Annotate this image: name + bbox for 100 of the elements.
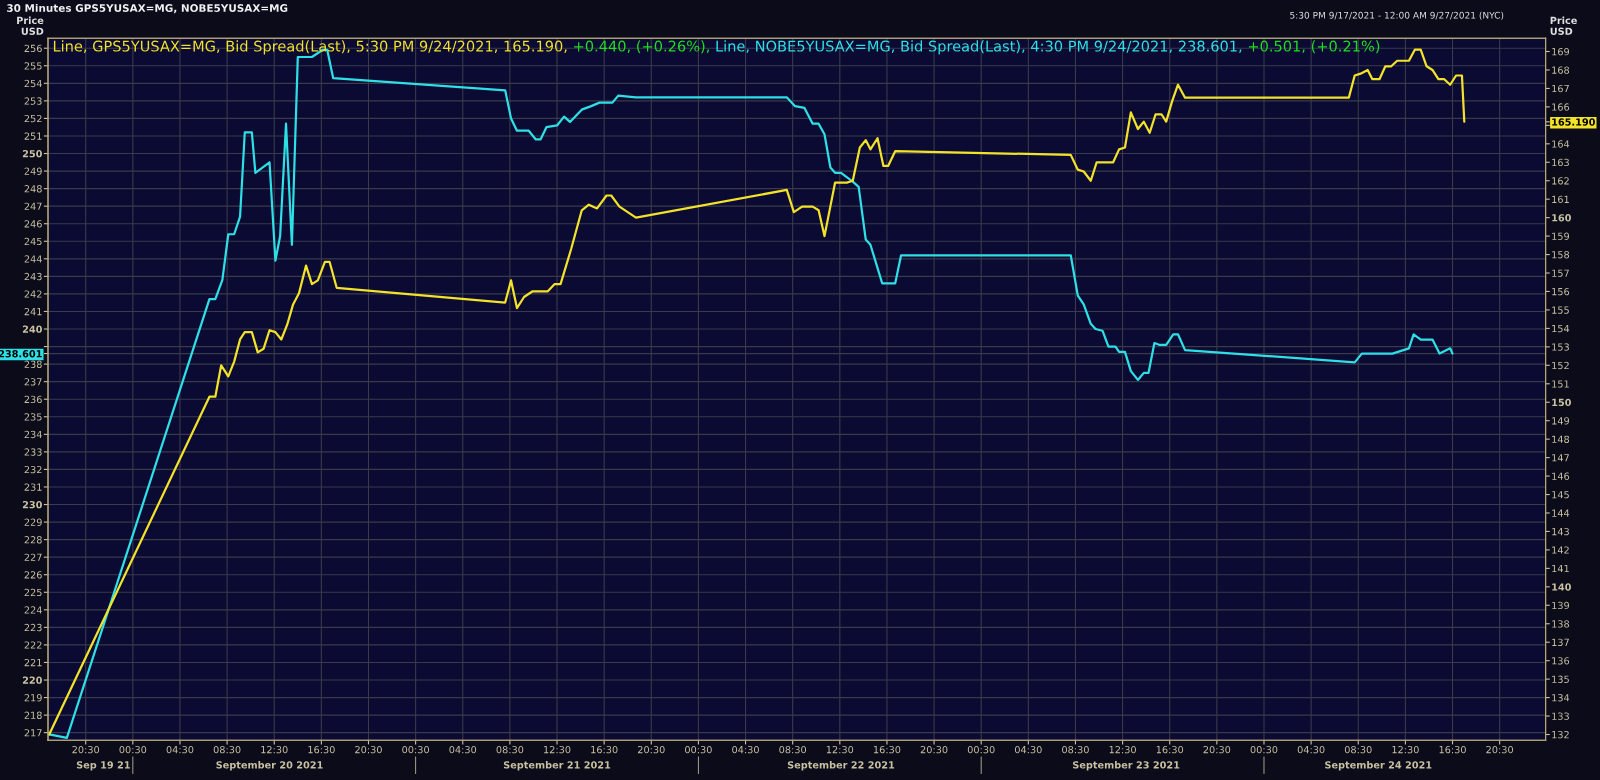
y-tick-label: 252: [24, 114, 42, 123]
y2-tick-label: 156: [1552, 287, 1570, 296]
y-tick-label: 236: [24, 395, 42, 404]
y-tick-label: 255: [24, 62, 42, 70]
y-tick-label: 228: [24, 536, 42, 544]
y-tick-label: 240: [22, 325, 42, 333]
y2-tick-label: 138: [1552, 620, 1570, 628]
x-tick-label: 04:30: [449, 745, 477, 754]
y-tick-label: 247: [24, 202, 42, 210]
x2-tick-label: September 24 2021: [1325, 761, 1432, 771]
y-tick-label: 254: [24, 79, 42, 88]
y2-tick-label: 163: [1552, 158, 1569, 167]
x-tick-label: 16:30: [591, 745, 618, 754]
x-tick-label: 08:30: [779, 745, 807, 754]
y-tick-label: 227: [24, 553, 42, 561]
x-tick-label: 08:30: [496, 745, 524, 754]
y-tick-label: 241: [24, 307, 42, 316]
x-tick-label: 20:30: [355, 745, 382, 754]
y2-tick-label: 145: [1552, 491, 1569, 499]
y-tick-label: 245: [24, 237, 42, 246]
x-tick-label: 20:30: [920, 745, 948, 754]
y-tick-label: 220: [22, 676, 42, 684]
y-tick-label: 243: [24, 272, 42, 281]
x-tick-label: 00:30: [119, 745, 147, 754]
y-tick-label: 225: [24, 588, 42, 597]
y2-tick-label: 159: [1552, 232, 1570, 240]
y2-tick-label: 148: [1552, 435, 1570, 443]
y-tick-label: 256: [24, 44, 42, 53]
x-tick-label: 20:30: [637, 745, 665, 754]
y2-tick-label: 139: [1552, 601, 1570, 610]
y2-tick-label: 153: [1552, 343, 1569, 351]
x-tick-label: 16:30: [1439, 745, 1466, 754]
y2-tick-label: 164: [1552, 140, 1570, 148]
y2-tick-label: 151: [1552, 380, 1569, 388]
y2-tick-label: 146: [1552, 472, 1570, 480]
y2-tick-label: 135: [1552, 675, 1569, 683]
text: Line, NOBE5YUSAX=MG, Bid Spread(Last), 4:30 PM 9/24/2021, 238.601,: [716, 40, 1242, 55]
y2-tick-label: 141: [1552, 564, 1569, 573]
y-tick-label: 248: [24, 185, 42, 193]
x-tick-label: 04:30: [166, 745, 194, 754]
y-tick-label: 237: [24, 378, 42, 386]
y2-axis-title: Price USD: [1550, 16, 1577, 35]
y-axis-title: Price USD: [17, 16, 44, 35]
y-tick-label: 246: [24, 220, 42, 228]
y-tick-label: 221: [24, 658, 42, 667]
x-tick-label: 20:30: [72, 745, 100, 754]
y-tick-label: 250: [22, 150, 42, 158]
y-tick-label: 229: [24, 518, 42, 526]
chart-title: 30 Minutes GPS5YUSAX=MG, NOBE5YUSAX=MG: [7, 3, 288, 14]
y-tick-label: 223: [24, 623, 42, 632]
y-tick-label: 232: [24, 465, 42, 474]
y2-tick-label: 155: [1552, 306, 1569, 314]
y2-tick-label: 147: [1552, 454, 1569, 462]
y2-tick-label: 133: [1552, 712, 1569, 720]
y2-tick-label: 149: [1552, 417, 1570, 425]
y-tick-label: 249: [24, 167, 42, 175]
y2-tick-label: 161: [1552, 195, 1569, 204]
x-tick-label: 00:30: [1250, 745, 1278, 754]
y-tick-label: 244: [24, 255, 42, 263]
y2-tick-label: 169: [1552, 47, 1570, 56]
x-tick-label: 12:30: [261, 745, 288, 754]
y-tick-label: 242: [24, 290, 42, 298]
y-tick-label: 222: [24, 641, 42, 649]
x-tick-label: 08:30: [1062, 745, 1089, 754]
y-tick-label: 233: [24, 448, 42, 456]
y-tick-label: 251: [24, 132, 42, 140]
annotation: +0.440, (+0.26%),: [574, 40, 709, 54]
x-tick-label: 20:30: [1203, 745, 1231, 754]
y-tick-label: 218: [24, 711, 42, 719]
y-tick-label: 219: [24, 694, 42, 702]
x-tick-label: 08:30: [1344, 745, 1372, 754]
y2-tick-label: 168: [1552, 66, 1570, 74]
y2-tick-label: 150: [1552, 398, 1571, 407]
y2-tick-label: 132: [1552, 730, 1569, 739]
x-tick-label: 08:30: [213, 745, 241, 754]
y-tick-label: 217: [24, 729, 42, 737]
x-tick-label: 04:30: [1297, 745, 1325, 754]
y-tick-label: 234: [24, 430, 42, 439]
x-tick-label: 04:30: [732, 745, 759, 754]
y2-tick-label: 167: [1552, 84, 1569, 93]
y2-tick-label: 152: [1552, 361, 1569, 370]
x-tick-label: 04:30: [1014, 745, 1042, 754]
y-tick-label: 235: [24, 413, 42, 421]
chart-subtitle: 5:30 PM 9/17/2021 - 12:00 AM 9/27/2021 (NYC): [1290, 11, 1504, 20]
y2-tick-label: 154: [1552, 325, 1570, 333]
y2-tick-label: 144: [1552, 509, 1570, 517]
y-tick-label: 238: [24, 360, 42, 368]
x2-tick-label: September 20 2021: [216, 761, 323, 771]
x-tick-label: 12:30: [826, 745, 854, 754]
y-tick-label: 226: [24, 571, 42, 579]
x-tick-label: 16:30: [1156, 745, 1184, 754]
y2-tick-label: 162: [1552, 177, 1569, 185]
y2-tick-label: 166: [1552, 103, 1570, 111]
x-tick-label: 12:30: [1109, 745, 1136, 754]
x-tick-label: 00:30: [685, 745, 712, 754]
y-tick-label: 230: [22, 501, 42, 509]
y2-tick-label: 137: [1552, 638, 1569, 647]
annotation: +0.501, (+0.21%): [1248, 40, 1380, 54]
x-tick-label: 12:30: [544, 745, 571, 754]
x-tick-label: 00:30: [402, 745, 429, 754]
